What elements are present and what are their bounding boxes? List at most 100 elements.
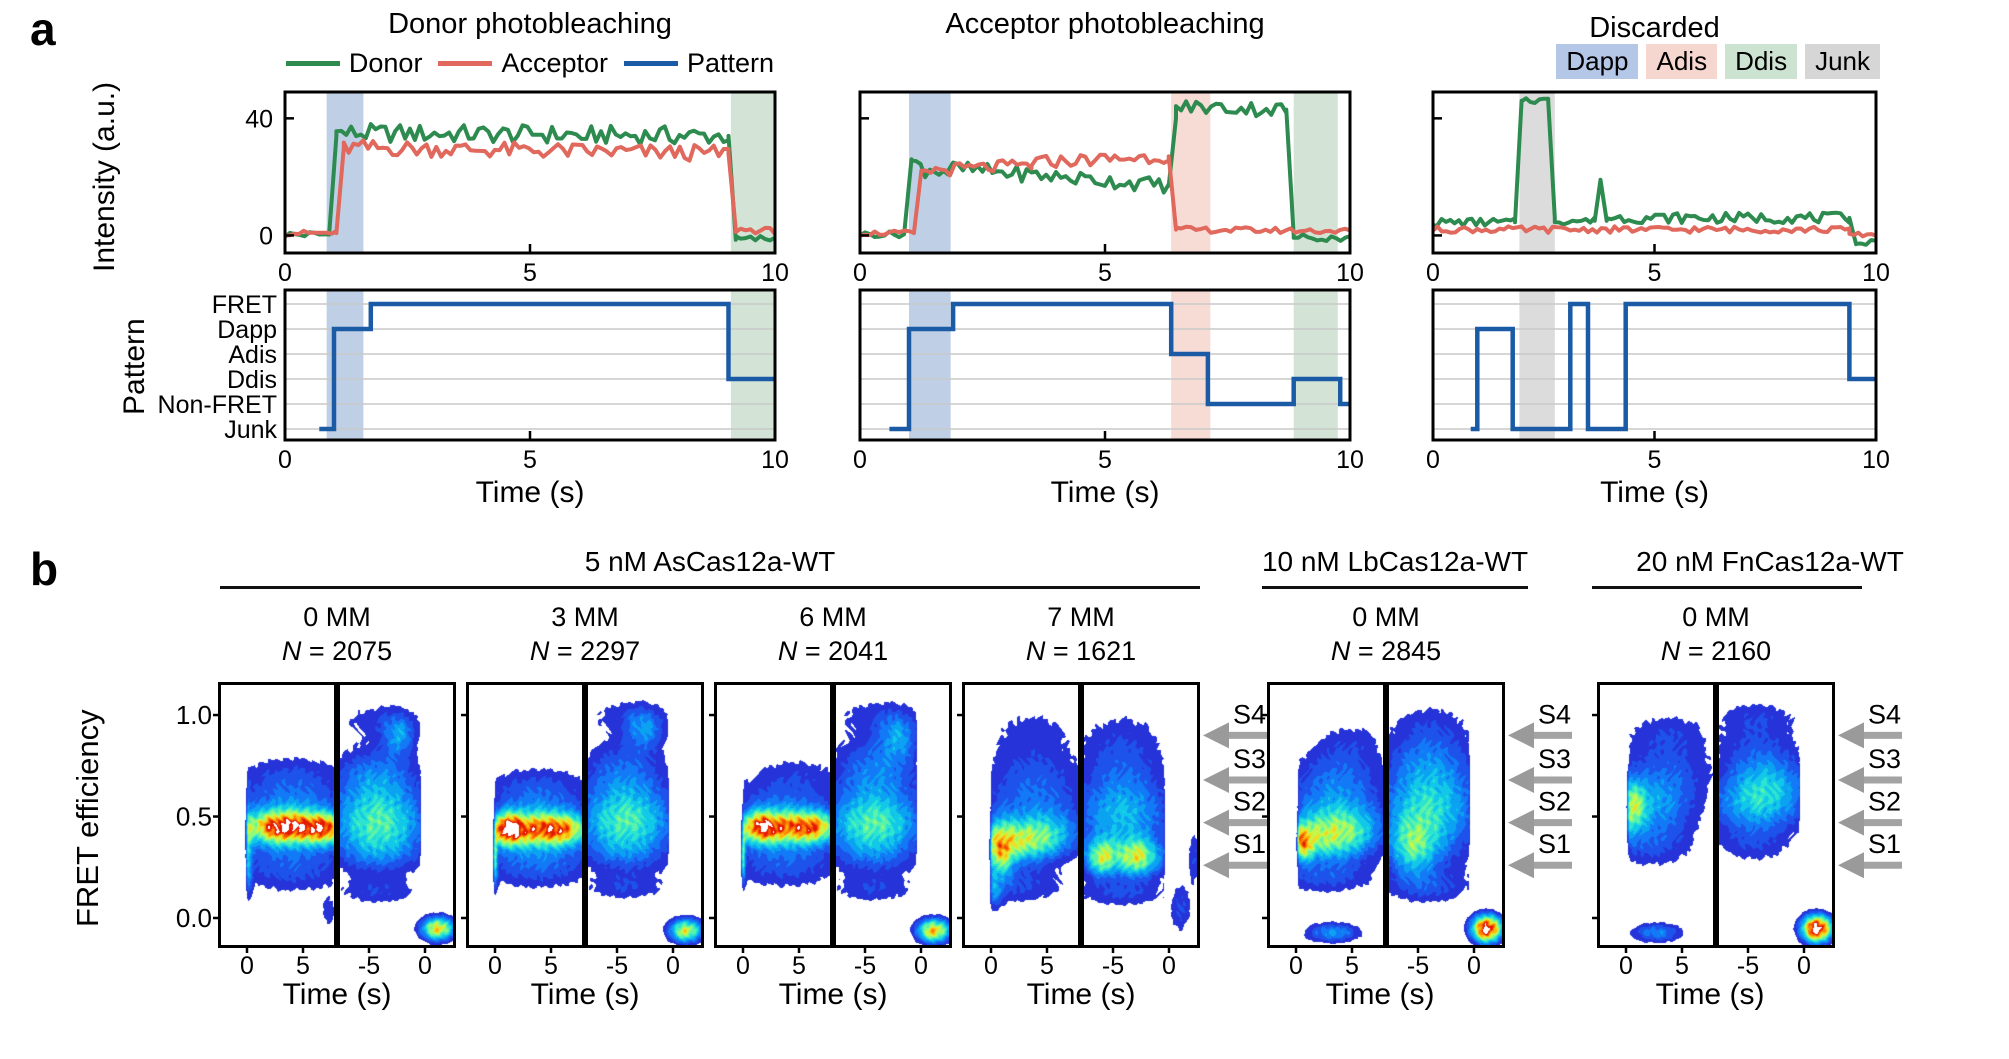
state-arrow-tail xyxy=(1860,819,1902,827)
svg-text:0: 0 xyxy=(278,446,292,474)
state-arrowhead-s3 xyxy=(1203,766,1229,793)
heatmap-frame-AsCas12a-7MM-right: -5 0 xyxy=(1081,682,1200,980)
axis-ticks: 0 0 5 5 10 10 xyxy=(1426,117,1890,474)
state-arrow-tail xyxy=(1225,776,1267,784)
group-underline-fncas12a xyxy=(1592,586,1862,589)
condition-mm-6: 0 MM xyxy=(1682,602,1750,632)
svg-text:0: 0 xyxy=(1797,952,1811,980)
heatmap-FnCas12a-0MM-left xyxy=(1600,685,1713,945)
state-arrowhead-s3 xyxy=(1508,766,1534,793)
acceptor-trace xyxy=(1431,224,1877,239)
time-axis-label-3: Time (s) xyxy=(1600,476,1709,509)
svg-text:0: 0 xyxy=(1619,952,1633,980)
state-arrow-tail xyxy=(1530,819,1572,827)
state-arrow-tail xyxy=(1530,776,1572,784)
condition-mm-2: 3 MM xyxy=(551,602,619,632)
title-acceptor-photobleaching: Acceptor photobleaching xyxy=(945,8,1265,40)
condition-mm-5: 0 MM xyxy=(1352,602,1420,632)
svg-text:5: 5 xyxy=(1648,446,1662,474)
svg-text:10: 10 xyxy=(1336,259,1364,287)
svg-text:FRET: FRET xyxy=(212,291,277,319)
state-arrow-tail xyxy=(1225,731,1267,739)
heatmap-FnCas12a-0MM-right xyxy=(1719,685,1832,945)
svg-text:10: 10 xyxy=(761,259,789,287)
group-underline-ascas12a xyxy=(220,586,1200,589)
condition-mm-1: 0 MM xyxy=(303,602,371,632)
svg-text:S2: S2 xyxy=(1233,787,1266,817)
svg-text:5: 5 xyxy=(1675,952,1689,980)
svg-text:S4: S4 xyxy=(1538,699,1571,729)
state-arrows: S4 S3 S2 S1 xyxy=(1203,699,1267,879)
svg-text:S3: S3 xyxy=(1233,744,1266,774)
group-header-ascas12a: 5 nM AsCas12a-WT xyxy=(584,546,836,577)
state-arrowhead-s1 xyxy=(1203,852,1229,879)
svg-text:Dapp: Dapp xyxy=(217,316,277,344)
svg-text:0.0: 0.0 xyxy=(176,903,212,933)
plot-discarded: 0 0 5 5 10 10 xyxy=(1426,90,1890,474)
svg-text:Ddis: Ddis xyxy=(227,366,277,394)
svg-text:Adis: Adis xyxy=(228,341,277,369)
state-arrows: S4 S3 S2 S1 xyxy=(1838,699,1902,879)
svg-text:10: 10 xyxy=(761,446,789,474)
class-chips: Dapp Adis Ddis Junk xyxy=(1540,44,1880,79)
svg-text:0: 0 xyxy=(736,952,750,980)
legend-label: Pattern xyxy=(687,48,775,78)
svg-text:5: 5 xyxy=(296,952,310,980)
svg-text:0.5: 0.5 xyxy=(176,802,212,832)
time-axis-label-b1: Time (s) xyxy=(282,978,392,1011)
panel-b-label: b xyxy=(30,543,59,595)
time-axis-label-b4: Time (s) xyxy=(1026,978,1136,1011)
heatmap-frame-FnCas12a-0MM-right: -5 0 xyxy=(1716,682,1835,980)
class-chip-adis: Adis xyxy=(1646,44,1718,79)
state-arrow-tail xyxy=(1860,861,1902,869)
svg-text:5: 5 xyxy=(1098,446,1112,474)
state-arrowhead-s4 xyxy=(1508,722,1534,749)
svg-text:0: 0 xyxy=(278,259,292,287)
svg-text:S1: S1 xyxy=(1868,829,1901,859)
state-arrowhead-s1 xyxy=(1838,852,1864,879)
heatmap-AsCas12a-0MM-left xyxy=(221,685,334,945)
heatmap-AsCas12a-6MM-right xyxy=(836,685,949,945)
plot-acceptor_photobleaching: 0 0 5 5 10 10 xyxy=(853,90,1364,474)
svg-text:10: 10 xyxy=(1862,259,1890,287)
state-arrowhead-s2 xyxy=(1508,809,1534,836)
svg-text:0: 0 xyxy=(1426,446,1440,474)
heatmap-LbCas12a-0MM-right xyxy=(1389,685,1502,945)
class-chip-junk: Junk xyxy=(1805,44,1880,79)
pattern-step-trace xyxy=(319,301,775,432)
svg-text:0: 0 xyxy=(259,222,273,250)
svg-text:S2: S2 xyxy=(1868,787,1901,817)
svg-text:0: 0 xyxy=(1289,952,1303,980)
pattern-gridlines xyxy=(1433,303,1876,430)
heatmap-frame-AsCas12a-0MM-right: -5 0 xyxy=(337,682,456,980)
svg-text:0: 0 xyxy=(488,952,502,980)
svg-text:5: 5 xyxy=(1648,259,1662,287)
svg-text:S1: S1 xyxy=(1538,829,1571,859)
heatmap-frame-LbCas12a-0MM-right: -5 0 xyxy=(1386,682,1505,980)
state-arrowhead-s2 xyxy=(1838,809,1864,836)
heatmap-AsCas12a-7MM-left xyxy=(965,685,1078,945)
title-discarded: Discarded xyxy=(1589,12,1720,44)
condition-n-3: N = 2041 xyxy=(777,636,889,666)
svg-text:S3: S3 xyxy=(1868,744,1901,774)
condition-mm-4: 7 MM xyxy=(1047,602,1115,632)
condition-mm-3: 6 MM xyxy=(799,602,867,632)
time-axis-label-2: Time (s) xyxy=(1050,476,1160,509)
heatmap-frame-AsCas12a-3MM-right: -5 0 xyxy=(585,682,704,980)
svg-text:-5: -5 xyxy=(1407,952,1429,980)
state-arrow-tail xyxy=(1530,731,1572,739)
time-axis-label-b3: Time (s) xyxy=(778,978,888,1011)
donor-trace xyxy=(858,99,1351,243)
svg-text:-5: -5 xyxy=(1737,952,1759,980)
svg-text:0: 0 xyxy=(853,259,867,287)
panel-a-label: a xyxy=(30,3,56,55)
svg-text:5: 5 xyxy=(544,952,558,980)
svg-text:S3: S3 xyxy=(1538,744,1571,774)
svg-text:S4: S4 xyxy=(1233,699,1266,729)
heatmap-LbCas12a-0MM-left xyxy=(1270,685,1383,945)
donor-trace xyxy=(1432,96,1877,247)
svg-text:Non-FRET: Non-FRET xyxy=(158,391,277,419)
